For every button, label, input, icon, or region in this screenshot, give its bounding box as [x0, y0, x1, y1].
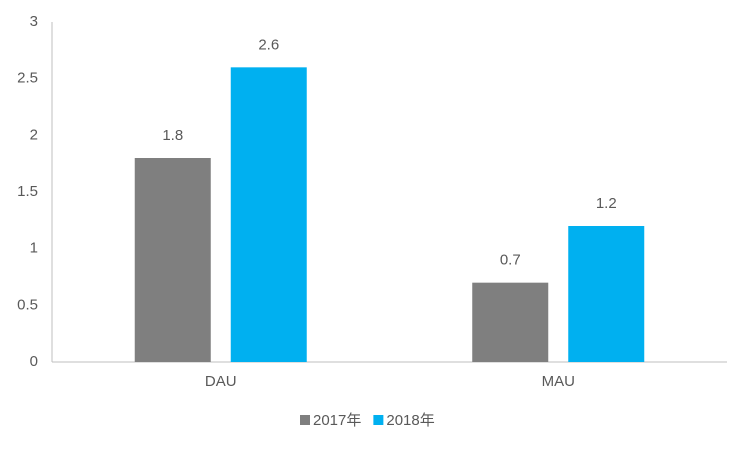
y-tick-label: 1.5	[17, 183, 38, 200]
y-tick-label: 2.5	[17, 70, 38, 87]
legend-swatch	[300, 415, 310, 425]
y-tick-label: 1	[30, 240, 38, 257]
x-tick-label: MAU	[542, 373, 575, 390]
value-label: 2.6	[258, 36, 279, 53]
y-tick-label: 2	[30, 126, 38, 143]
legend-label: 2017年	[313, 412, 361, 429]
legend-swatch	[373, 415, 384, 425]
value-label: 1.2	[596, 195, 617, 212]
value-label: 0.7	[500, 252, 521, 269]
bar	[134, 158, 211, 362]
y-tick-label: 0	[30, 353, 38, 370]
bar	[472, 282, 549, 362]
y-tick-label: 3	[30, 13, 38, 30]
x-tick-label: DAU	[205, 373, 237, 390]
bar	[568, 226, 645, 362]
bar	[230, 67, 307, 362]
y-tick-label: 0.5	[17, 296, 38, 313]
value-label: 1.8	[162, 127, 183, 144]
legend-label: 2018年	[386, 412, 434, 429]
